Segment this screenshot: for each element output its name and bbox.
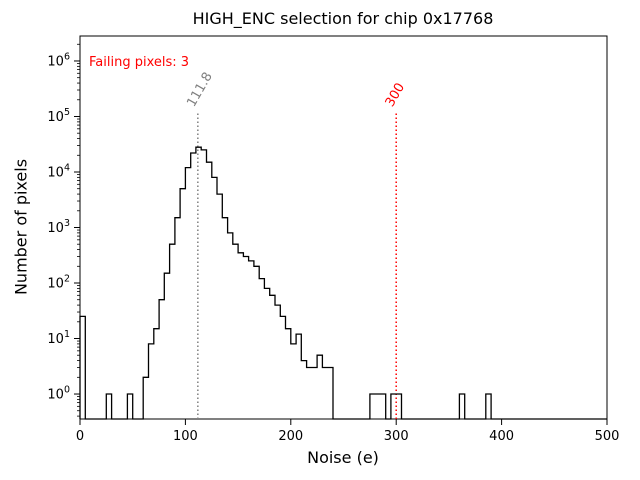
y-tick-label: 100 <box>47 385 70 403</box>
vline-111.8: 111.8 <box>184 70 216 419</box>
x-tick-label: 100 <box>173 429 198 444</box>
x-tick-label: 0 <box>76 429 84 444</box>
failing-pixels-annotation: Failing pixels: 3 <box>89 55 190 70</box>
vline-300: 300 <box>383 81 408 419</box>
y-tick-label: 104 <box>47 162 70 180</box>
vline-label: 111.8 <box>184 70 216 110</box>
chart-title: HIGH_ENC selection for chip 0x17768 <box>192 9 494 28</box>
vline-label: 300 <box>383 81 408 110</box>
y-tick-label: 101 <box>47 329 70 347</box>
y-tick-label: 105 <box>47 107 70 125</box>
y-tick-label: 102 <box>47 274 70 292</box>
y-axis-ticks: 100 101 102 103 104 105 106 <box>47 51 80 403</box>
x-tick-label: 500 <box>595 429 620 444</box>
plot-border <box>79 35 608 420</box>
x-tick-label: 200 <box>278 429 303 444</box>
x-axis-label: Noise (e) <box>307 448 379 467</box>
x-axis-ticks: 0 100 200 300 400 500 <box>76 419 620 444</box>
y-tick-label: 106 <box>47 51 70 69</box>
histogram-series <box>79 146 607 420</box>
x-tick-label: 400 <box>489 429 514 444</box>
y-tick-label: 103 <box>47 218 70 236</box>
y-axis-label: Number of pixels <box>11 158 31 296</box>
x-tick-label: 300 <box>384 429 409 444</box>
